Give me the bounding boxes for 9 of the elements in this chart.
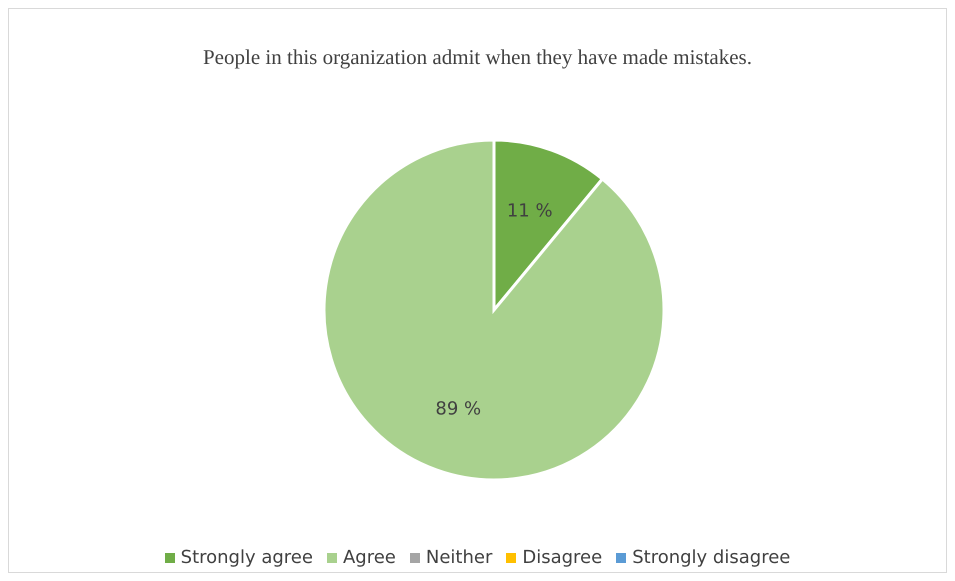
- legend-label: Strongly disagree: [632, 547, 790, 568]
- pie-slice: [322, 138, 666, 482]
- legend-label: Disagree: [522, 547, 602, 568]
- chart-title: People in this organization admit when they have made mistakes.: [202, 45, 753, 71]
- legend-label: Strongly agree: [180, 547, 313, 568]
- legend-label: Neither: [426, 547, 492, 568]
- data-label: 11 %: [506, 200, 553, 222]
- legend-label: Agree: [342, 547, 396, 568]
- data-label: 89 %: [435, 398, 482, 420]
